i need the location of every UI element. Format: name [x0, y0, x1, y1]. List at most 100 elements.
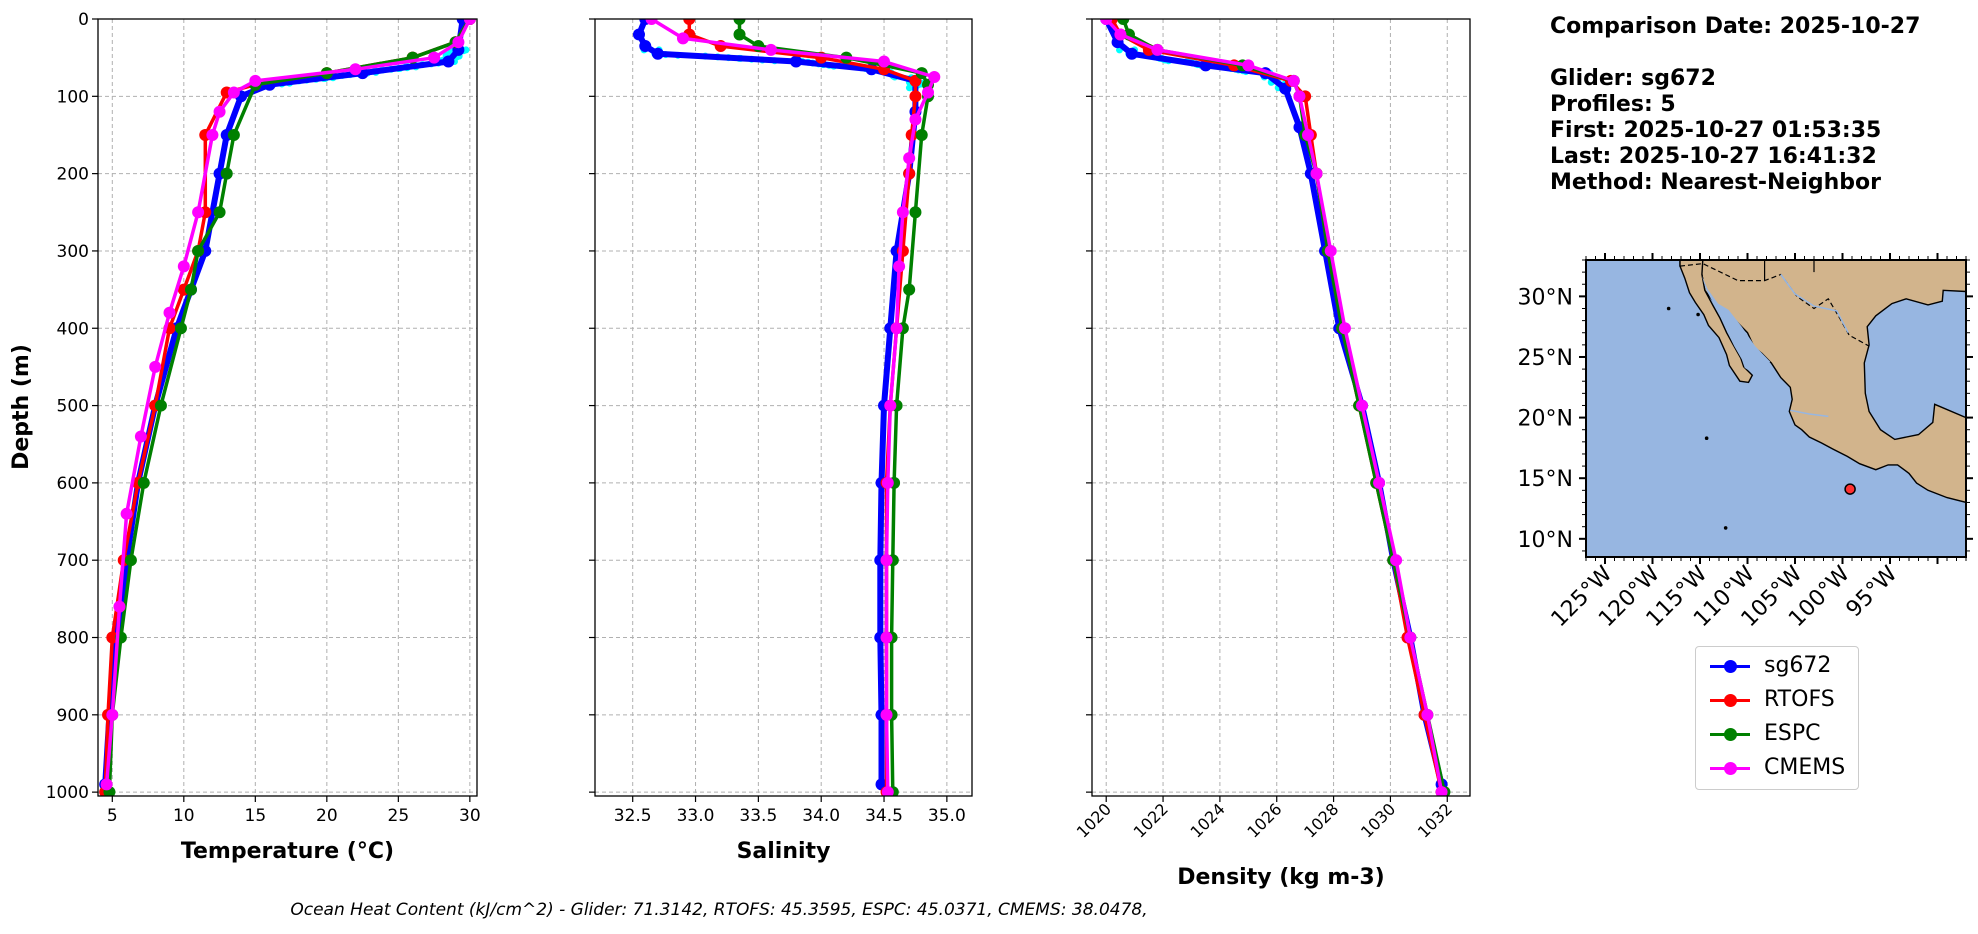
point-cmems: [1293, 90, 1306, 103]
point-cmems: [884, 399, 897, 412]
x-tick-label-5: 35.0: [928, 806, 966, 826]
point-espc: [1117, 19, 1130, 25]
legend-label-sg672: sg672: [1764, 653, 1832, 678]
point-cmems: [1242, 59, 1255, 72]
point-cmems: [249, 74, 262, 87]
series-group: [99, 19, 476, 796]
river-2: [1790, 409, 1829, 418]
point-cmems: [1435, 786, 1448, 796]
point-cmems: [349, 63, 362, 76]
x-tick-label-0: 5: [107, 806, 118, 826]
x-tick-label-5: 30: [459, 806, 481, 826]
point-sg672: [790, 55, 803, 68]
point-cmems: [1100, 19, 1113, 25]
point-espc: [903, 283, 916, 296]
legend-item-rtofs: RTOFS: [1704, 685, 1854, 715]
info-box: Comparison Date: 2025-10-27 Glider: sg672…: [1550, 14, 1920, 196]
y-tick-label-5: 500: [57, 397, 89, 417]
island-1: [1704, 436, 1709, 441]
x-tick-label-1: 1022: [1130, 799, 1172, 841]
x-tick-label-3: 1026: [1243, 799, 1285, 841]
y-tick-label-9: 900: [57, 706, 89, 726]
point-espc: [227, 128, 240, 141]
point-espc: [220, 167, 233, 180]
point-espc: [137, 476, 150, 489]
x-tick-label-0: 1020: [1073, 799, 1115, 841]
point-espc: [184, 283, 197, 296]
series-cmems: [100, 19, 476, 791]
ocean-heat-content-footer: Ocean Heat Content (kJ/cm^2) - Glider: 7…: [290, 900, 1148, 920]
series-sg672: [632, 19, 922, 791]
point-cmems: [192, 206, 205, 219]
y-tick-label-4: 400: [57, 319, 89, 339]
land-group: [1666, 260, 1966, 530]
legend-label-espc: ESPC: [1764, 721, 1821, 746]
point-cmems: [227, 86, 240, 99]
line-sg672: [636, 19, 919, 785]
point-cmems: [177, 260, 190, 273]
point-cmems: [113, 600, 126, 613]
point-espc: [733, 28, 746, 41]
point-cmems: [1404, 631, 1417, 644]
point-cmems: [1338, 322, 1351, 335]
y-tick-label-3: 300: [57, 242, 89, 262]
series-group: [632, 19, 941, 796]
line-sg672: [1103, 19, 1445, 786]
point-cmems: [213, 105, 226, 118]
series-group: [1100, 19, 1451, 796]
y-tick-label-7: 700: [57, 551, 89, 571]
y-tick-label-0: 0: [78, 10, 89, 30]
plot-frame: [97, 18, 478, 797]
line-cmems: [1104, 19, 1444, 793]
point-cmems: [880, 631, 893, 644]
point-cmems: [463, 19, 476, 25]
point-espc: [733, 19, 746, 25]
point-cmems: [893, 260, 906, 273]
gulf-of-california: [1701, 275, 1771, 374]
legend-item-espc: ESPC: [1704, 719, 1854, 749]
point-espc: [915, 128, 928, 141]
glider-position-marker: [1844, 483, 1856, 495]
panel-temperature: 0 100 200 300 400 500 600 700 800 900 1000 5 10 15 20 2…: [46, 10, 481, 864]
point-sg672: [632, 28, 645, 41]
island-3: [1696, 312, 1700, 317]
point-cmems: [909, 113, 922, 126]
point-cmems: [1356, 399, 1368, 412]
point-sg672: [1125, 47, 1138, 60]
x-tick-label-4: 25: [388, 806, 410, 826]
point-cmems: [880, 708, 893, 721]
map-lat-label-2: 20°N: [1518, 407, 1573, 432]
river: [1780, 274, 1849, 334]
x-tick-label-1: 33.0: [677, 806, 715, 826]
series-cmems: [1100, 19, 1448, 796]
y-tick-label-8: 800: [57, 629, 89, 649]
map-lat-label-1: 15°N: [1518, 467, 1573, 492]
point-rtofs: [683, 19, 696, 25]
land-baja: [1679, 260, 1754, 384]
point-cmems: [134, 430, 147, 443]
series-sg672: [1100, 19, 1448, 791]
interpolation-method: Method: Nearest-Neighbor: [1550, 170, 1881, 195]
point-cmems: [645, 19, 658, 25]
point-cmems: [428, 51, 441, 64]
panel-density: 1020 1022 1024 1026 1028 1030 1032 Density (kg …: [1073, 18, 1471, 890]
point-cmems: [120, 507, 133, 520]
y-tick-label-1: 100: [57, 87, 89, 107]
y-tick-label-6: 600: [57, 474, 89, 494]
glider-name: Glider: sg672: [1550, 66, 1716, 91]
map-lat-label-0: 10°N: [1518, 528, 1573, 553]
point-rtofs: [909, 90, 922, 103]
map-lon-label-6: 95°W: [1842, 561, 1903, 622]
legend-item-sg672: sg672: [1704, 651, 1854, 681]
x-tick-label-4: 34.5: [865, 806, 903, 826]
x-tick-label-2: 33.5: [739, 806, 777, 826]
legend-marker-rtofs: [1724, 694, 1737, 707]
x-tick-label-0: 32.5: [614, 806, 652, 826]
x-tick-label-3: 20: [316, 806, 338, 826]
y-tick-label-10: 1000: [46, 783, 89, 803]
island-0: [1666, 306, 1671, 311]
point-cmems: [1302, 128, 1314, 141]
series-cmems: [645, 19, 941, 796]
point-cmems: [764, 43, 777, 56]
